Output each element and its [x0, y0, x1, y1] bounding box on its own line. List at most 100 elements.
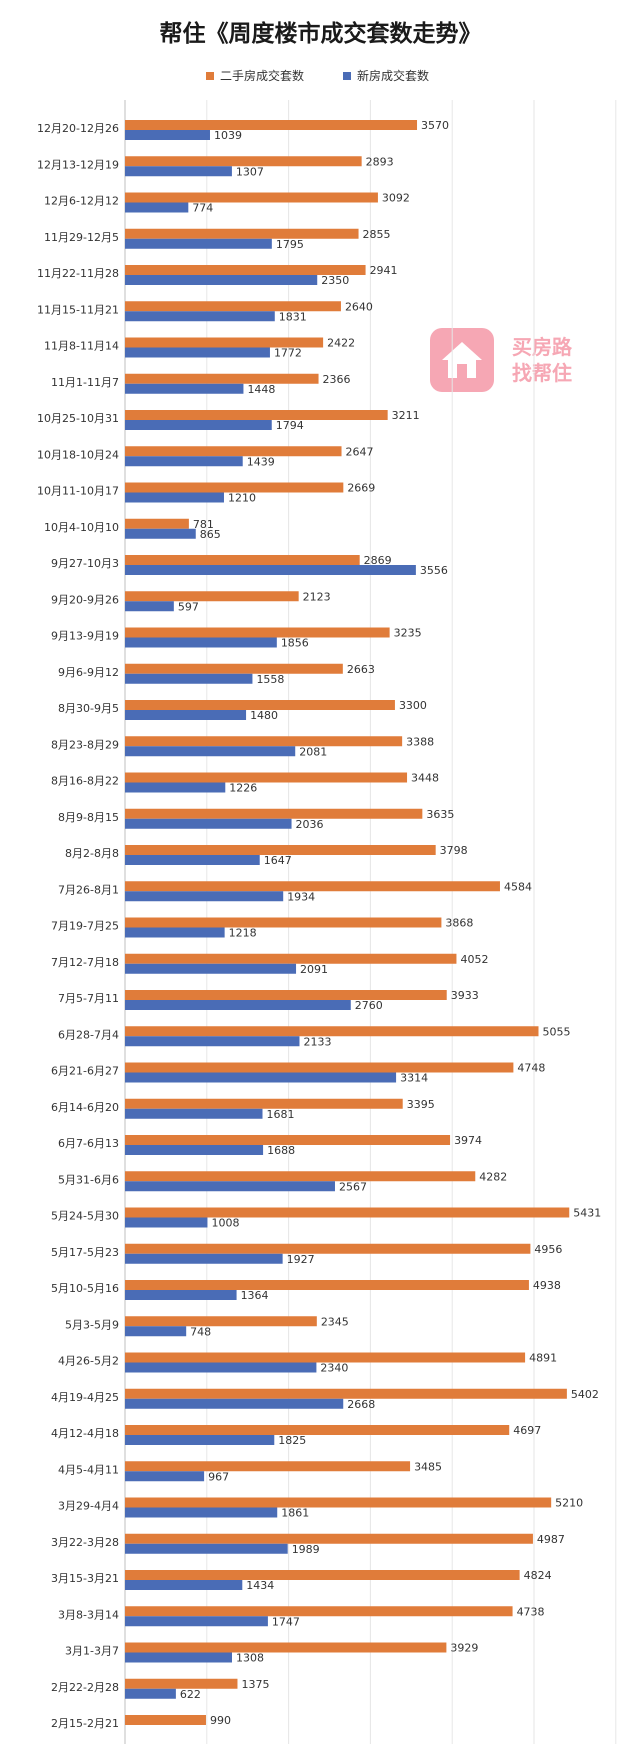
- data-label-secondhand: 2869: [364, 554, 392, 567]
- bar-newhouse: [125, 166, 232, 177]
- bar-newhouse: [125, 1000, 351, 1010]
- category-label: 3月22-3月28: [51, 1536, 119, 1549]
- bar-secondhand: [125, 301, 341, 312]
- category-label: 12月6-12月12: [44, 195, 119, 208]
- data-label-newhouse: 1307: [236, 165, 264, 178]
- data-label-newhouse: 1439: [247, 455, 275, 468]
- data-label-secondhand: 2669: [347, 482, 375, 495]
- bar-newhouse: [125, 637, 277, 648]
- category-label: 6月14-6月20: [51, 1101, 119, 1114]
- data-label-secondhand: 781: [193, 518, 214, 531]
- category-label: 12月13-12月19: [37, 158, 119, 171]
- bar-newhouse: [125, 1688, 176, 1699]
- data-label-secondhand: 4891: [529, 1352, 557, 1365]
- bar-secondhand: [125, 337, 324, 348]
- data-label-newhouse: 1434: [246, 1579, 274, 1592]
- bar-secondhand: [125, 1207, 570, 1218]
- bar-newhouse: [125, 1362, 317, 1373]
- bar-newhouse: [125, 1507, 278, 1518]
- category-label: 4月5-4月11: [58, 1463, 119, 1476]
- category-label: 5月3-5月9: [65, 1318, 119, 1331]
- data-label-secondhand: 3448: [411, 772, 439, 785]
- bar-newhouse: [125, 1543, 288, 1554]
- bar-chart: 12月20-12月26 3570 1039 12月13-12月19 2893 1307 12…: [37, 100, 617, 1744]
- bar-newhouse: [125, 782, 226, 793]
- data-label-secondhand: 4052: [460, 953, 488, 966]
- category-label: 8月30-9月5: [58, 702, 119, 715]
- bar-secondhand: [125, 736, 403, 747]
- bar-secondhand: [125, 1642, 447, 1653]
- data-label-secondhand: 2893: [366, 155, 394, 168]
- bar-newhouse: [125, 1435, 275, 1445]
- data-label-secondhand: 990: [210, 1714, 231, 1727]
- data-label-newhouse: 1210: [228, 492, 256, 505]
- data-label-newhouse: 1008: [211, 1217, 239, 1230]
- bar-secondhand: [125, 1026, 539, 1037]
- category-label: 4月26-5月2: [58, 1355, 119, 1368]
- bar-newhouse: [125, 1580, 243, 1590]
- bar-secondhand: [125, 1316, 317, 1327]
- data-label-secondhand: 3092: [382, 192, 410, 205]
- bar-newhouse: [125, 710, 247, 720]
- category-label: 3月15-3月21: [51, 1572, 119, 1585]
- data-label-newhouse: 2081: [299, 745, 327, 758]
- bar-secondhand: [125, 1461, 411, 1472]
- category-label: 11月15-11月21: [37, 303, 119, 316]
- data-label-newhouse: 1558: [256, 673, 284, 686]
- bar-secondhand: [125, 120, 418, 130]
- category-label: 6月28-7月4: [58, 1028, 119, 1041]
- bar-secondhand: [125, 1678, 238, 1689]
- bar-newhouse: [125, 1181, 335, 1192]
- category-label: 12月20-12月26: [37, 122, 119, 135]
- data-label-secondhand: 3933: [451, 989, 479, 1002]
- data-label-secondhand: 4584: [504, 880, 532, 893]
- data-label-newhouse: 1448: [247, 383, 275, 396]
- data-label-newhouse: 597: [178, 600, 199, 613]
- category-label: 7月19-7月25: [51, 920, 119, 933]
- category-label: 8月23-8月29: [51, 738, 119, 751]
- data-label-newhouse: 622: [180, 1688, 201, 1701]
- bar-secondhand: [125, 1135, 451, 1145]
- bar-newhouse: [125, 492, 224, 503]
- bar-secondhand: [125, 1606, 513, 1617]
- data-label-secondhand: 2663: [347, 663, 375, 676]
- data-label-secondhand: 3929: [450, 1642, 478, 1655]
- bar-secondhand: [125, 1533, 533, 1544]
- bar-secondhand: [125, 990, 447, 1000]
- data-label-newhouse: 2091: [300, 963, 328, 976]
- category-label: 7月5-7月11: [58, 992, 119, 1005]
- bar-secondhand: [125, 1171, 476, 1182]
- bar-newhouse: [125, 420, 272, 430]
- bar-newhouse: [125, 456, 243, 467]
- bar-newhouse: [125, 746, 296, 757]
- data-label-secondhand: 3388: [406, 735, 434, 748]
- data-label-secondhand: 2123: [303, 590, 331, 603]
- legend: 二手房成交套数 新房成交套数: [0, 66, 641, 86]
- data-label-secondhand: 5402: [571, 1388, 599, 1401]
- category-label: 8月9-8月15: [58, 811, 119, 824]
- data-label-newhouse: 865: [200, 528, 221, 541]
- category-label: 8月16-8月22: [51, 775, 119, 788]
- bar-newhouse: [125, 383, 244, 394]
- bar-newhouse: [125, 1253, 283, 1264]
- data-label-newhouse: 2567: [339, 1180, 367, 1193]
- bar-newhouse: [125, 1036, 300, 1047]
- chart-title: 帮住《周度楼市成交套数走势》: [159, 21, 482, 47]
- category-label: 9月27-10月3: [51, 557, 119, 570]
- data-label-secondhand: 4824: [524, 1569, 552, 1582]
- data-label-newhouse: 1831: [279, 310, 307, 323]
- data-label-newhouse: 1747: [272, 1615, 300, 1628]
- bar-secondhand: [125, 373, 319, 384]
- bar-secondhand: [125, 156, 362, 167]
- data-label-newhouse: 1856: [281, 637, 309, 650]
- category-label: 2月22-2月28: [51, 1681, 119, 1694]
- category-label: 3月8-3月14: [58, 1608, 119, 1621]
- category-label: 5月31-6月6: [58, 1173, 119, 1186]
- bar-newhouse: [125, 855, 260, 865]
- bar-newhouse: [125, 891, 284, 902]
- data-label-newhouse: 1772: [274, 347, 302, 360]
- data-label-secondhand: 4987: [537, 1533, 565, 1546]
- bar-secondhand: [125, 1570, 520, 1580]
- category-label: 10月11-10月17: [37, 485, 119, 498]
- data-label-secondhand: 3395: [407, 1098, 435, 1111]
